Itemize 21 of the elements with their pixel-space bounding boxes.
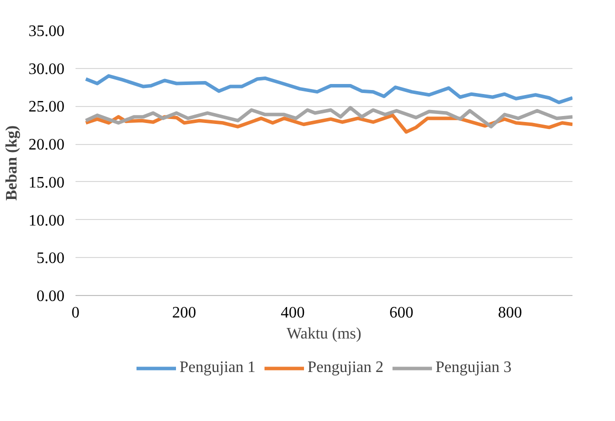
y-tick-label: 5.00	[36, 250, 64, 268]
y-tick-label: 20.00	[28, 136, 64, 154]
x-tick-label: 400	[280, 304, 305, 322]
y-tick-label: 0.00	[36, 288, 64, 305]
line-series	[84, 114, 572, 134]
x-tick-label: 200	[172, 304, 196, 322]
x-tick-label: 600	[389, 304, 414, 322]
y-tick-label: 25.00	[28, 98, 64, 116]
x-axis-title: Waktu (ms)	[286, 326, 362, 342]
line-series	[84, 74, 572, 104]
legend-label: Pengujian 1	[180, 358, 256, 376]
x-tick-label: 800	[498, 304, 522, 322]
legend-label: Pengujian 3	[436, 358, 512, 376]
legend-label: Pengujian 2	[308, 358, 384, 376]
line-series	[84, 106, 572, 128]
y-tick-label: 30.00	[28, 60, 64, 78]
x-tick-label: 0	[72, 304, 80, 322]
y-tick-label: 10.00	[28, 212, 64, 230]
y-tick-label: 35.00	[28, 23, 64, 40]
y-tick-label: 15.00	[28, 174, 64, 192]
y-axis-title: Beban (kg)	[4, 125, 20, 201]
